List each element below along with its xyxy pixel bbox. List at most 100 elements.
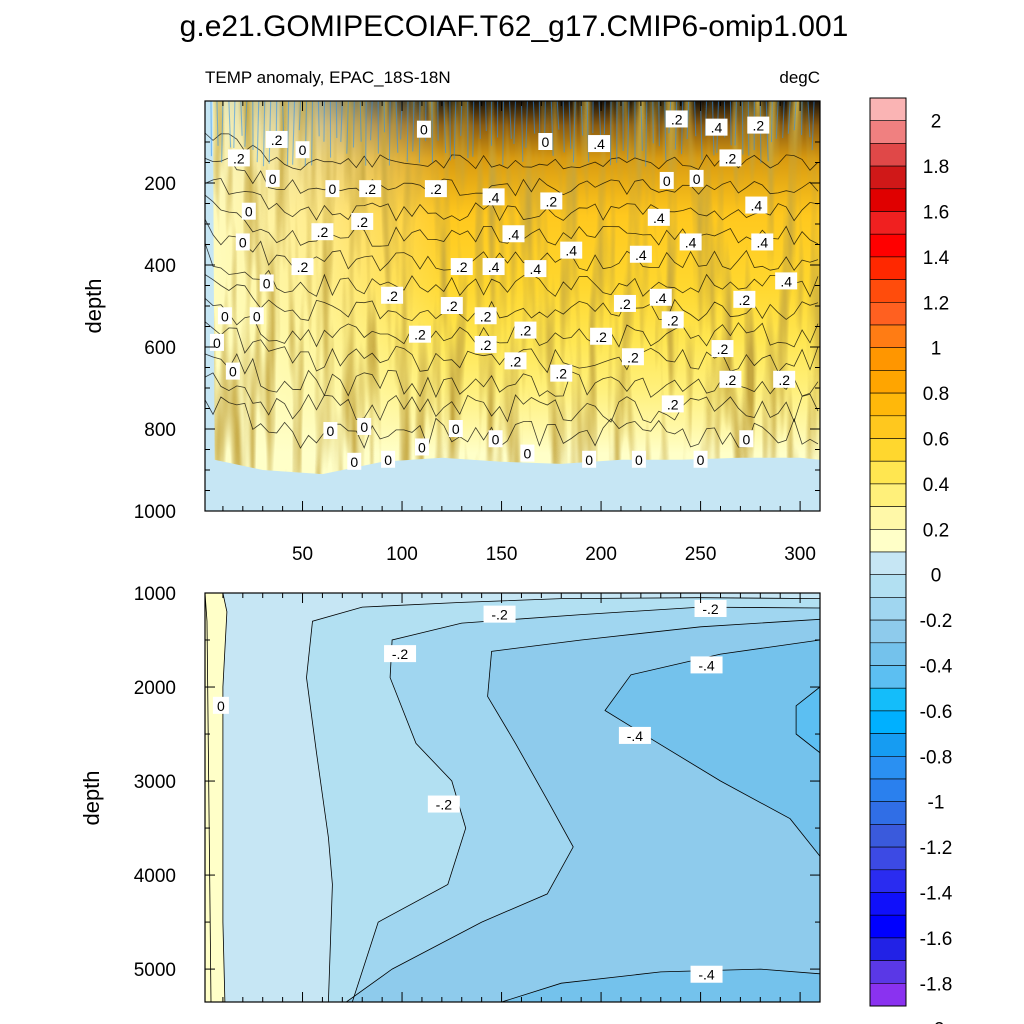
svg-text:0: 0 [213,335,221,351]
colorbar-tick-label: -0.2 [920,611,953,632]
svg-text:0: 0 [742,431,750,447]
upper-surface-streak [485,101,487,132]
colorbar-swatch [869,460,907,485]
svg-text:.2: .2 [627,349,639,365]
colorbar-swatch [869,347,907,371]
x-tick-label: 200 [585,544,617,565]
svg-text:.4: .4 [711,120,723,136]
colorbar-swatch [869,528,907,553]
colorbar-swatch [869,710,907,734]
colorbar-swatch [869,937,907,961]
colorbar-swatch [869,665,907,689]
lower-contour-line [346,618,820,1002]
upper-surface-streak [317,101,320,137]
upper-surface-streak [562,101,565,153]
upper-surface-streak [525,101,528,148]
upper-contour-label: 0 [381,450,396,468]
svg-text:.2: .2 [595,329,607,345]
colorbar-tick-label: 1 [931,339,942,360]
upper-plot-area: .20.200.200.2.2.20.20 0000.2.2.2.2.2.2.4.… [205,101,820,511]
upper-contour-label: .4 [751,233,774,251]
upper-surface-streak [359,101,362,142]
upper-contour-label: .2 [621,348,644,366]
svg-text:0: 0 [299,142,307,158]
upper-contour-label: .2 [514,321,537,339]
upper-contour-label: 0 [225,362,240,380]
upper-surface-streak [807,101,811,138]
upper-surface-streak [256,101,260,163]
upper-contour-label: .2 [719,149,742,167]
upper-contour-label: 0 [739,430,754,448]
colorbar-tick-label: 1.6 [923,203,949,224]
colorbar-swatch [869,778,907,803]
upper-surface-streak [233,101,236,149]
colorbar-swatch [869,211,907,235]
svg-text:0: 0 [693,171,701,187]
x-tick-label: 300 [784,544,816,565]
x-tick-label: 250 [685,544,717,565]
upper-contour-line [205,157,819,197]
colorbar-swatch [869,642,907,666]
upper-x-axis: 50 100 150 200 250 300 [222,101,821,565]
upper-contour-label: .2 [474,335,497,353]
svg-text:.2: .2 [725,150,737,166]
upper-contour-label: .2 [291,258,314,276]
x-tick-label: 100 [386,544,418,565]
upper-surface-streak [221,101,224,163]
upper-contour-label: .2 [719,370,742,388]
svg-text:.2: .2 [456,259,468,275]
colorbar-swatch [869,619,907,644]
upper-contour-label: .2 [661,395,684,413]
upper-surface-streak [228,101,232,148]
upper-surface-streak [365,101,367,166]
colorbar-swatch [869,869,907,893]
svg-text:.2: .2 [317,224,329,240]
lower-fill-minus-0-5 [796,687,820,753]
lower-contour-label: -.4 [690,656,723,674]
y-tick-label: 1000 [134,502,176,523]
colorbar-swatch [869,687,907,712]
x-tick-label: 50 [292,544,313,565]
svg-text:.2: .2 [480,337,492,353]
svg-text:0: 0 [239,234,247,250]
upper-contour-label: .2 [474,307,497,325]
upper-contour-label: .2 [540,192,563,210]
colorbar-tick-label: -2 [928,1020,945,1024]
upper-contour-label: .2 [424,180,447,198]
svg-text:.2: .2 [619,296,631,312]
upper-contour-label: 0 [689,169,704,187]
svg-text:.4: .4 [780,273,792,289]
lower-contour-label: -.4 [690,965,723,983]
upper-surface-streak [686,101,690,140]
upper-contour-label: .2 [351,212,374,230]
upper-surface-streak [262,101,266,167]
svg-text:.2: .2 [778,372,790,388]
upper-surface-streak [770,101,773,143]
colorbar-swatch [869,324,907,349]
upper-contour-label: .2 [733,290,756,308]
upper-contour-line [205,274,819,322]
upper-contour-label: 0 [448,420,463,437]
upper-contour-label: .4 [705,118,728,136]
upper-contour-label: 0 [209,333,224,351]
lower-y-axis: 1000 2000 3000 4000 5000 [134,584,820,981]
svg-text:-.4: -.4 [698,657,715,673]
colorbar-swatch [869,574,907,598]
upper-surface-streak [609,101,612,166]
svg-text:0: 0 [326,423,334,439]
colorbar: 2 1.8 1.6 1.4 1.2 1 0.8 0.6 0.4 0.2 0 -0.2 -0.4 -0.6 -… [869,97,953,1024]
svg-text:0: 0 [229,364,237,380]
lower-contour-line [501,968,820,1002]
lower-contour-line [222,593,228,1002]
colorbar-tick-label: -0.8 [920,747,953,768]
upper-contour-label: .4 [775,272,798,290]
upper-contour-label: .4 [482,258,505,276]
upper-surface-streak [370,101,373,141]
upper-surface-streak [508,101,512,139]
upper-surface-streak [556,101,560,130]
colorbar-swatch [869,733,907,757]
upper-contour-label: .4 [679,233,702,251]
upper-surface-streak [680,101,684,155]
upper-contour-label: .2 [504,352,527,370]
